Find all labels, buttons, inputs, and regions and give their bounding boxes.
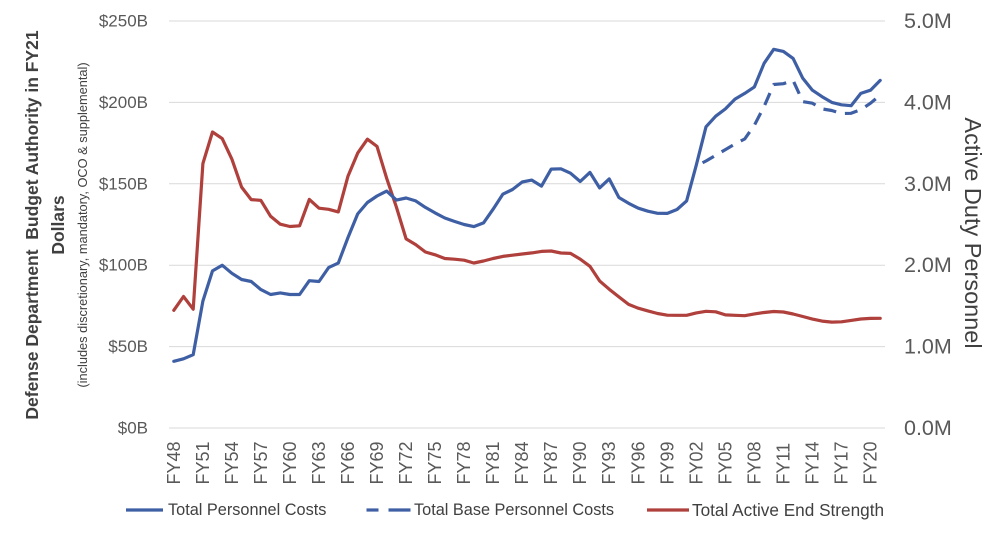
svg-text:FY87: FY87	[541, 441, 561, 484]
svg-text:FY75: FY75	[425, 441, 445, 484]
svg-text:3.0M: 3.0M	[904, 172, 952, 196]
svg-text:$50B: $50B	[108, 337, 148, 356]
svg-text:FY02: FY02	[686, 441, 706, 484]
svg-text:FY99: FY99	[657, 441, 677, 484]
svg-text:Total Base Personnel Costs: Total Base Personnel Costs	[414, 501, 614, 519]
svg-text:$250B: $250B	[99, 12, 148, 31]
svg-text:FY05: FY05	[715, 441, 735, 484]
svg-text:$200B: $200B	[99, 93, 148, 112]
svg-text:$100B: $100B	[99, 256, 148, 275]
svg-text:FY96: FY96	[628, 441, 648, 484]
svg-text:Defense Department Budget Aut: Defense Department Budget Authority in F…	[22, 30, 42, 420]
svg-text:FY66: FY66	[338, 441, 358, 484]
svg-text:1.0M: 1.0M	[904, 335, 952, 359]
svg-text:FY14: FY14	[802, 441, 822, 484]
svg-text:FY17: FY17	[832, 441, 852, 484]
svg-text:FY08: FY08	[744, 441, 764, 484]
svg-text:$150B: $150B	[99, 174, 148, 193]
svg-text:FY90: FY90	[570, 441, 590, 484]
svg-text:Active Duty Personnel: Active Duty Personnel	[960, 117, 986, 348]
svg-text:FY48: FY48	[164, 441, 184, 484]
svg-text:FY57: FY57	[251, 441, 271, 484]
svg-text:FY51: FY51	[193, 441, 213, 484]
svg-text:FY78: FY78	[454, 441, 474, 484]
svg-text:Dollars: Dollars	[48, 195, 68, 255]
svg-text:FY72: FY72	[396, 441, 416, 484]
svg-text:FY69: FY69	[367, 441, 387, 484]
svg-text:Total Active End Strength: Total Active End Strength	[692, 500, 884, 520]
svg-text:Total Personnel Costs: Total Personnel Costs	[168, 501, 326, 519]
svg-text:FY84: FY84	[512, 441, 532, 484]
svg-text:$0B: $0B	[118, 419, 148, 438]
svg-text:FY11: FY11	[773, 443, 793, 485]
svg-text:FY81: FY81	[483, 441, 503, 484]
svg-text:FY60: FY60	[280, 441, 300, 484]
svg-text:0.0M: 0.0M	[904, 416, 952, 440]
svg-text:(includes discretionary, manda: (includes discretionary, mandatory, OCO …	[75, 62, 90, 387]
svg-text:FY20: FY20	[861, 441, 881, 484]
svg-text:2.0M: 2.0M	[904, 253, 952, 277]
svg-text:FY54: FY54	[222, 441, 242, 484]
svg-text:5.0M: 5.0M	[904, 9, 952, 33]
svg-text:FY63: FY63	[309, 441, 329, 484]
svg-text:4.0M: 4.0M	[904, 90, 952, 114]
svg-text:FY93: FY93	[599, 441, 619, 484]
